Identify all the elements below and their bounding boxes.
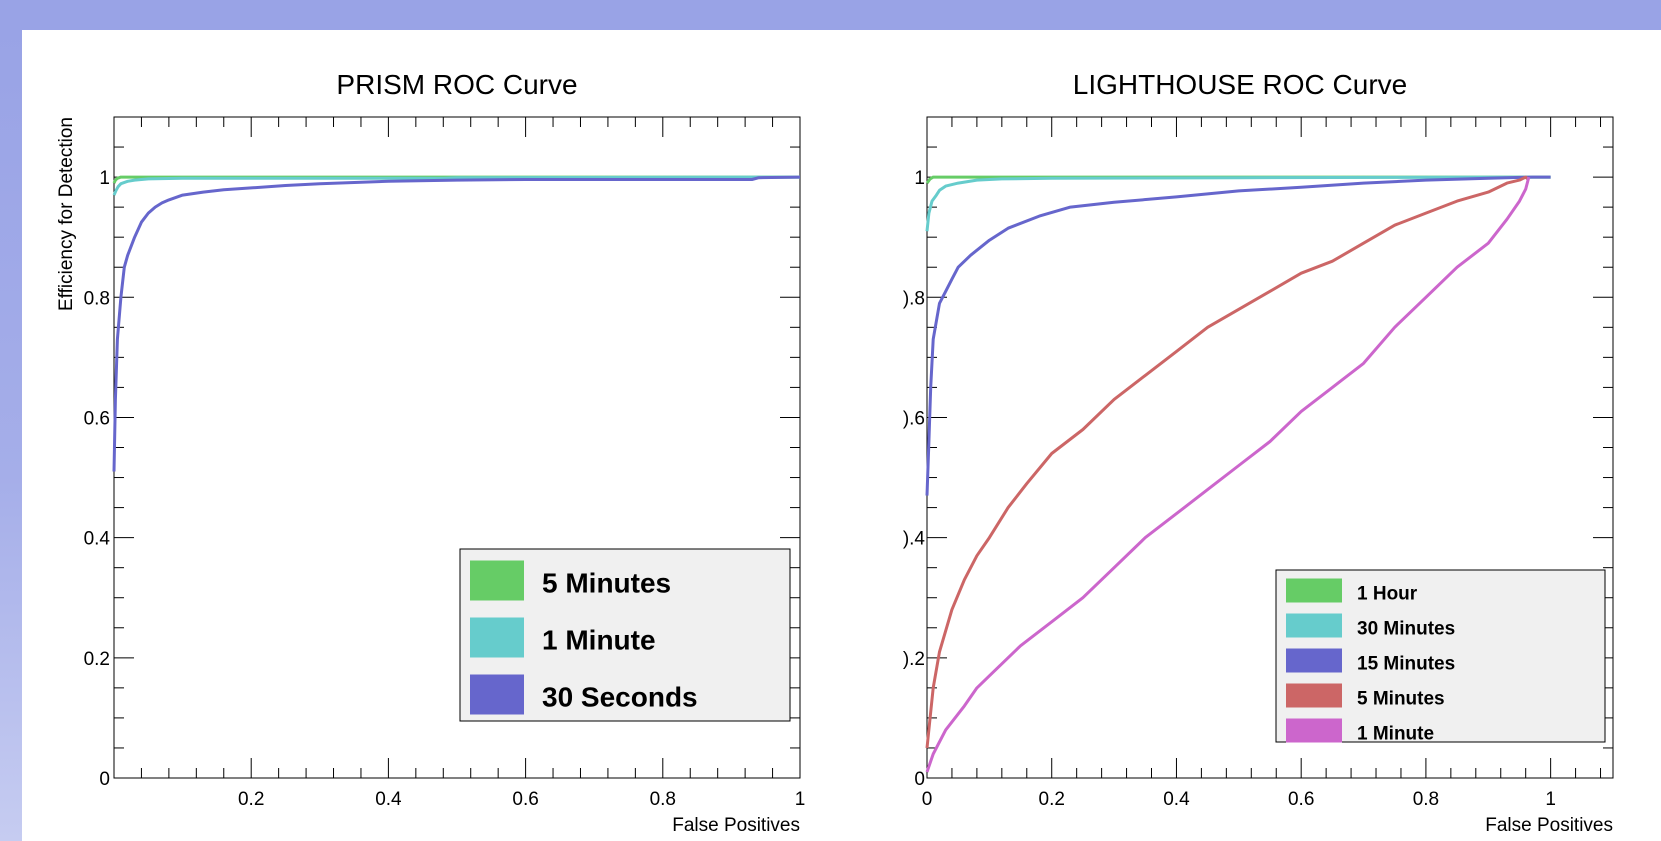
series-line <box>112 175 801 196</box>
y-axis-label: Efficiency for Detection <box>56 117 77 311</box>
x-axis-label: False Positives <box>1485 815 1613 836</box>
y-tick-label: ).4 <box>903 529 926 550</box>
legend: 5 Minutes 1 Minute 30 Seconds <box>459 548 791 722</box>
legend-swatch <box>1286 648 1342 673</box>
legend-swatch <box>1286 718 1342 743</box>
legend-label: 1 Hour <box>1357 584 1418 605</box>
y-tick-label: 0.6 <box>84 408 110 429</box>
x-axis-label: False Positives <box>672 815 800 836</box>
y-tick-label: ).2 <box>903 649 925 670</box>
legend-swatch <box>470 560 524 601</box>
legend-label: 1 Minute <box>542 625 656 656</box>
legend-swatch <box>470 617 524 658</box>
y-tick-label: ).6 <box>903 408 925 429</box>
curves <box>112 175 801 472</box>
y-tick-label: 0.2 <box>84 649 110 670</box>
chart-title: LIGHTHOUSE ROC Curve <box>1073 69 1408 100</box>
y-tick-label: 0 <box>99 769 110 790</box>
series-line <box>925 175 1551 232</box>
legend-label: 30 Minutes <box>1357 619 1455 640</box>
y-tick-label: 1 <box>914 168 925 189</box>
chart-title: PRISM ROC Curve <box>336 69 577 100</box>
x-tick-label: 1 <box>795 789 806 810</box>
y-tick-label: 0.4 <box>84 529 111 550</box>
x-tick-label: 0.6 <box>1288 789 1314 810</box>
x-tick-label: 0.8 <box>1413 789 1439 810</box>
y-tick-label: 0 <box>914 769 925 790</box>
x-tick-label: 0.4 <box>375 789 402 810</box>
ticks: 0 0.2 0.4 0.6 0.8 1 0 ).2 ).4 ).6 ).8 1 <box>903 116 1613 810</box>
series-line <box>925 175 1551 496</box>
left-banner <box>0 30 22 841</box>
x-tick-label: 0.8 <box>650 789 676 810</box>
series-line <box>925 175 1530 749</box>
ticks: 0.2 0.4 0.6 0.8 1 0 0.2 0.4 0.6 0.8 1 <box>84 116 806 810</box>
y-tick-label: 0.8 <box>84 288 110 309</box>
legend-label: 5 Minutes <box>542 568 671 599</box>
x-tick-label: 0.2 <box>1039 789 1065 810</box>
curves <box>925 175 1551 773</box>
x-tick-label: 0 <box>922 789 933 810</box>
legend-label: 5 Minutes <box>1357 689 1445 710</box>
x-tick-label: 1 <box>1545 789 1556 810</box>
y-tick-label: ).8 <box>903 288 925 309</box>
series-line <box>112 175 801 472</box>
legend-label: 1 Minute <box>1357 724 1434 745</box>
legend-label: 15 Minutes <box>1357 654 1455 675</box>
legend: 1 Hour 30 Minutes 15 Minutes 5 Minutes 1 Min… <box>1275 569 1606 745</box>
legend-swatch <box>1286 683 1342 708</box>
y-tick-label: 1 <box>99 168 110 189</box>
top-banner <box>0 0 1661 30</box>
legend-swatch <box>470 674 524 715</box>
legend-swatch <box>1286 578 1342 603</box>
legend-swatch <box>1286 613 1342 638</box>
series-line <box>112 175 800 184</box>
x-tick-label: 0.4 <box>1163 789 1190 810</box>
x-tick-label: 0.2 <box>238 789 264 810</box>
lighthouse-roc-chart: LIGHTHOUSE ROC Curve False Positives 0 0.… <box>903 69 1614 836</box>
x-tick-label: 0.6 <box>512 789 538 810</box>
series-line <box>925 176 1531 773</box>
legend-label: 30 Seconds <box>542 682 698 713</box>
prism-roc-chart: PRISM ROC Curve False Positives Efficien… <box>56 69 805 836</box>
